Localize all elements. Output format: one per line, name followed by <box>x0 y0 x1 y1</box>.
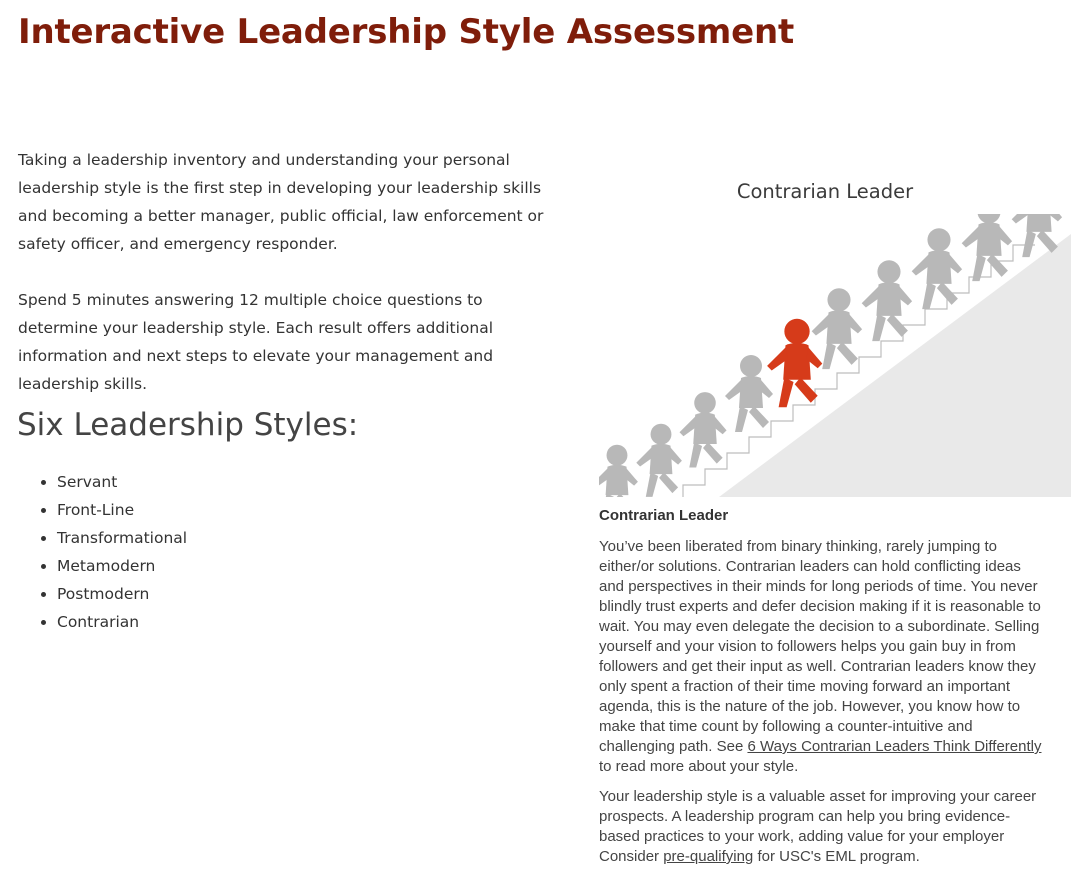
result-description: You’ve been liberated from binary thinki… <box>599 537 1049 877</box>
leader-figure <box>767 318 823 408</box>
follower-figure <box>911 228 963 310</box>
contrarian-article-link[interactable]: 6 Ways Contrarian Leaders Think Differen… <box>747 738 1042 755</box>
styles-list: Servant Front-Line Transformational Meta… <box>18 468 187 636</box>
style-item-contrarian: Contrarian <box>57 608 187 636</box>
description-text: You’ve been liberated from binary thinki… <box>599 538 1041 755</box>
result-description-paragraph: You’ve been liberated from binary thinki… <box>599 537 1049 777</box>
follower-figure <box>725 355 773 432</box>
pre-qualifying-link[interactable]: pre-qualifying <box>663 848 754 865</box>
follower-figure <box>636 423 682 497</box>
intro-paragraph: Spend 5 minutes answering 12 multiple ch… <box>18 291 494 393</box>
intro-paragraph: Taking a leadership inventory and unders… <box>18 151 544 253</box>
style-item-postmodern: Postmodern <box>57 580 187 608</box>
stair-steps <box>676 238 1031 497</box>
page-title: Interactive Leadership Style Assessment <box>18 12 795 52</box>
style-item-metamodern: Metamodern <box>57 552 187 580</box>
styles-heading: Six Leadership Styles: <box>17 407 359 443</box>
description-after-text: to read more about your style. <box>599 758 799 775</box>
people-climbing-stairs-illustration <box>599 214 1071 497</box>
style-item-servant: Servant <box>57 468 187 496</box>
follower-figure <box>679 392 727 468</box>
style-item-front-line: Front-Line <box>57 496 187 524</box>
stair-steps-shadow <box>682 244 1035 497</box>
cta-paragraph: Your leadership style is a valuable asse… <box>599 787 1049 867</box>
follower-figure <box>861 260 913 342</box>
style-item-transformational: Transformational <box>57 524 187 552</box>
follower-figure <box>811 288 863 370</box>
intro-text: Taking a leadership inventory and unders… <box>18 146 553 426</box>
result-title: Contrarian Leader <box>736 180 914 203</box>
follower-figure <box>599 444 638 497</box>
cta-after-text: for USC's EML program. <box>757 848 920 865</box>
result-illustration <box>599 214 1071 497</box>
follower-figure <box>961 214 1013 282</box>
cta-text: Your leadership style is a valuable asse… <box>599 788 1037 865</box>
follower-figure <box>1011 214 1063 258</box>
result-name: Contrarian Leader <box>599 507 729 524</box>
stair-wall <box>719 234 1071 497</box>
